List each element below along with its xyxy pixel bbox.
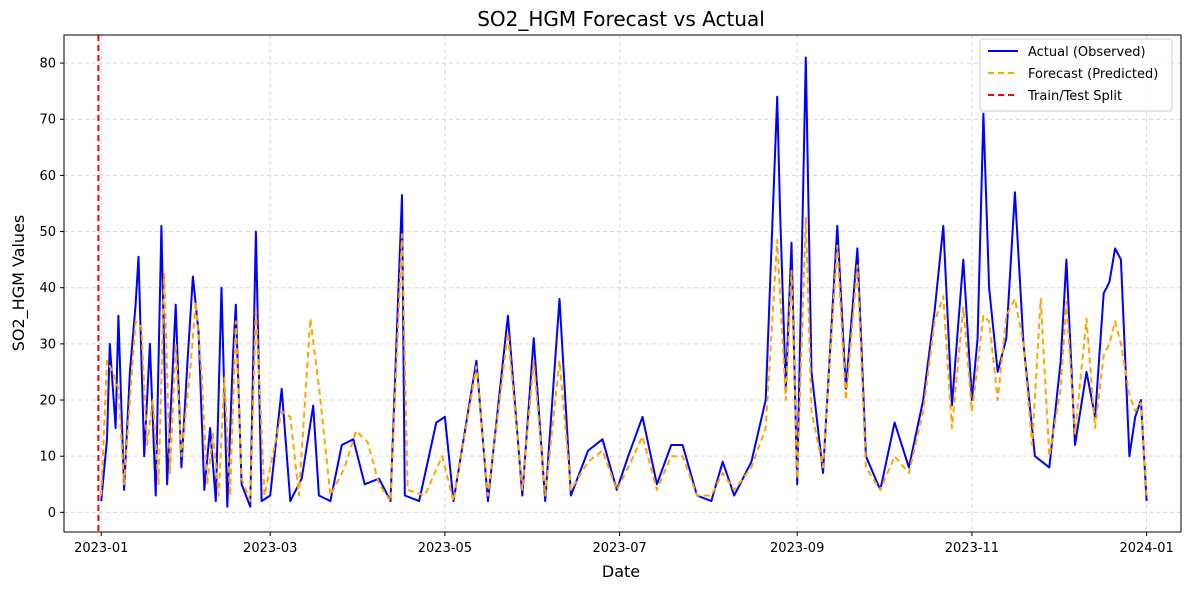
series-layer [100,56,1148,508]
series-line-actual [100,56,1148,508]
x-tick-label: 2024-01 [1119,541,1173,556]
legend-label-split: Train/Test Split [1027,89,1122,104]
x-tick-label: 2023-09 [770,541,824,556]
legend-label-actual: Actual (Observed) [1028,45,1146,60]
y-tick-label: 60 [39,169,56,184]
legend: Actual (Observed) Forecast (Predicted) T… [979,38,1173,112]
y-tick-label: 20 [39,394,56,409]
legend-label-forecast: Forecast (Predicted) [1028,67,1158,82]
y-tick-label: 50 [39,225,56,240]
y-axis-label: SO2_HGM Values [9,215,29,352]
y-tick-label: 30 [39,337,56,352]
x-axis-label: Date [602,562,640,581]
y-tick-label: 0 [48,506,56,521]
x-tick-label: 2023-07 [592,541,646,556]
x-tick-label: 2023-11 [945,541,999,556]
x-axis-ticks: 2023-01 2023-03 2023-05 2023-07 2023-09 2023-… [74,532,1174,556]
x-tick-label: 2023-01 [74,541,128,556]
legend-box [979,38,1173,112]
y-tick-label: 10 [39,450,56,465]
y-tick-label: 80 [39,57,56,72]
y-tick-label: 40 [39,281,56,296]
chart-title: SO2_HGM Forecast vs Actual [477,7,765,31]
x-tick-label: 2023-03 [243,541,297,556]
y-tick-label: 70 [39,113,56,128]
y-axis-ticks: 0 10 20 30 40 50 60 70 80 [39,57,64,521]
x-tick-label: 2023-05 [418,541,472,556]
plot-frame [63,34,1182,533]
